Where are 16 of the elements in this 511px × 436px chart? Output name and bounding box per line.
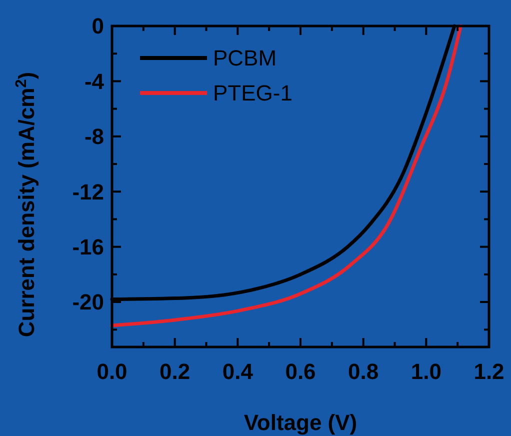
y-tick-label: 0 [92,14,104,39]
x-tick-label: 1.2 [474,359,504,384]
x-tick-label: 0.0 [96,359,128,384]
x-tick-label: 1.0 [410,359,442,384]
y-tick-label: -8 [84,124,104,150]
legend-label: PCBM [213,46,277,71]
x-tick-label: 0.6 [285,359,316,384]
legend-label: PTEG-1 [213,80,292,106]
x-axis-title: Voltage (V) [244,410,358,435]
y-tick-label: -12 [72,179,104,204]
y-tick-label: -4 [84,68,105,94]
y-tick-label: -20 [72,290,104,315]
x-tick-label: 0.4 [222,359,254,384]
y-tick-label: -16 [72,234,104,260]
x-tick-label: 0.2 [160,359,190,384]
x-tick-label: 0.8 [348,359,379,384]
